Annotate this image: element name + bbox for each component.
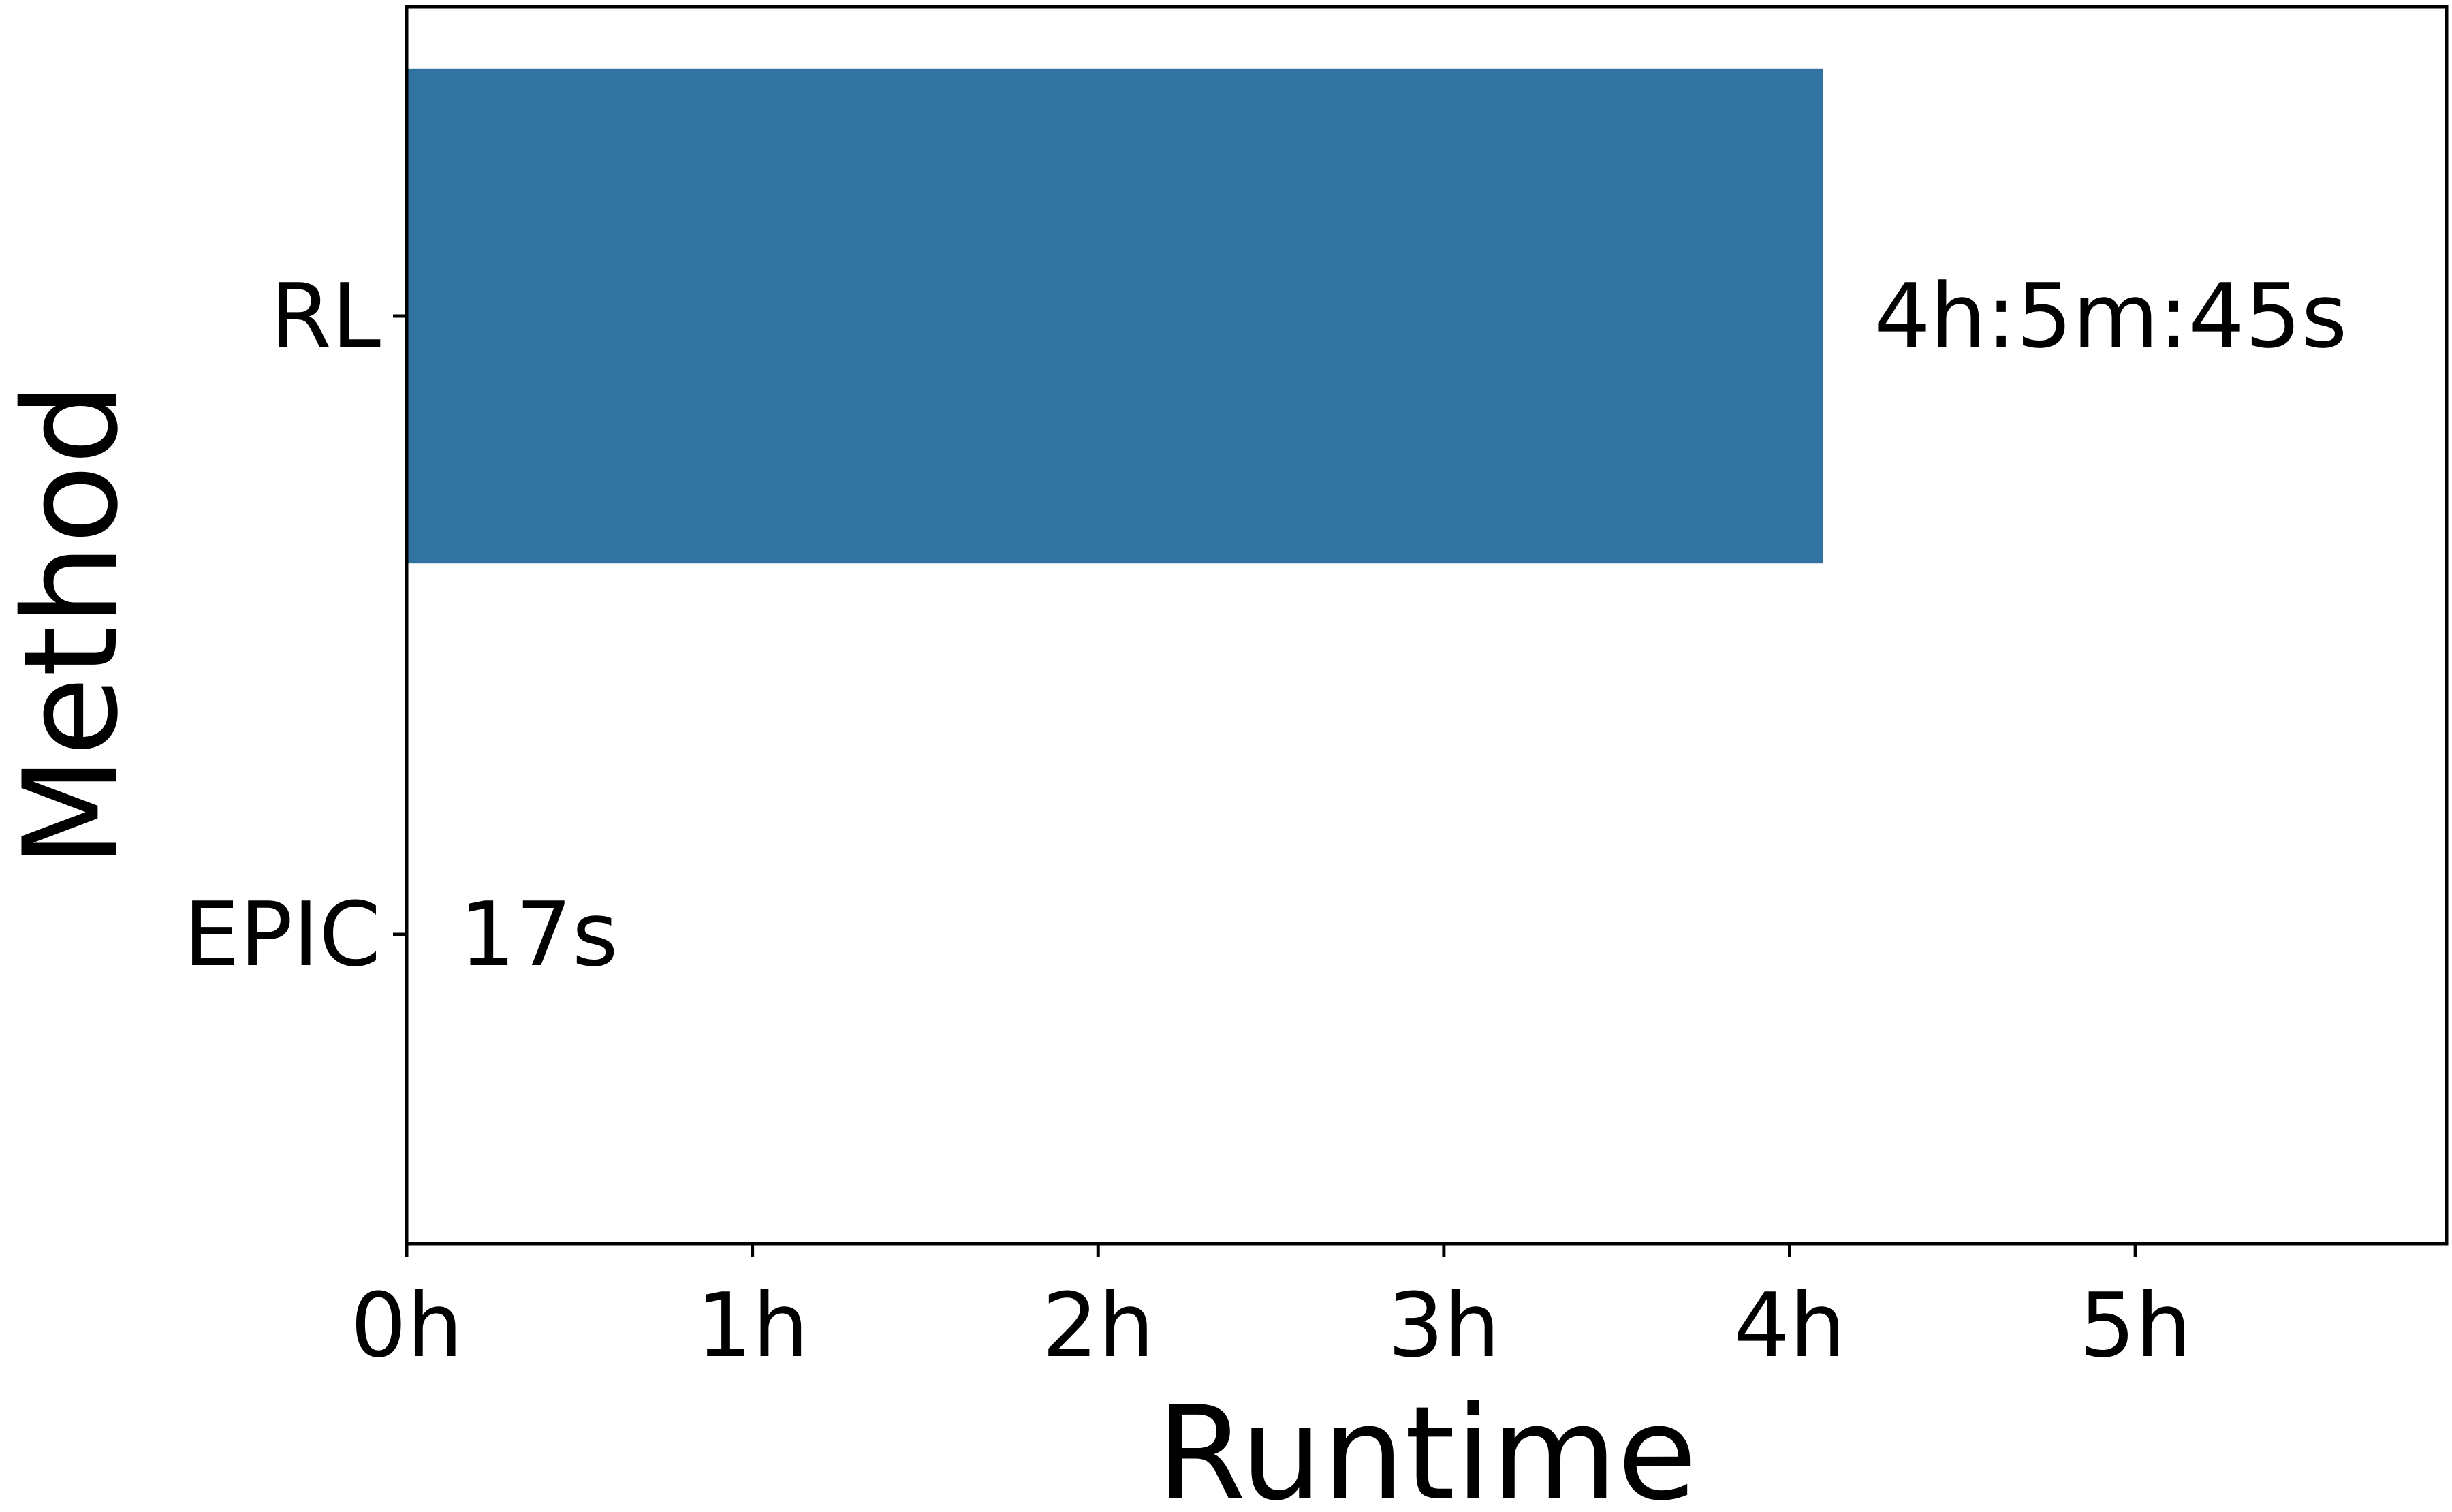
- x-tick-label: 2h: [1042, 1274, 1154, 1377]
- data-label-epic: 17s: [459, 883, 618, 986]
- x-tick-label: 1h: [696, 1274, 808, 1377]
- x-axis-title: Runtime: [1157, 1379, 1697, 1512]
- y-tick-label: RL: [270, 264, 381, 368]
- data-label-rl: 4h:5m:45s: [1874, 264, 2347, 368]
- y-axis-title: Method: [0, 383, 146, 868]
- x-tick-label: 3h: [1387, 1274, 1500, 1377]
- x-tick-label: 0h: [350, 1274, 462, 1377]
- plot-frame: [405, 5, 2449, 1246]
- x-tick-label: 4h: [1733, 1274, 1846, 1377]
- bar-rl: [407, 68, 1823, 564]
- x-tick-label: 5h: [2079, 1274, 2192, 1377]
- y-tick-label: EPIC: [183, 883, 381, 986]
